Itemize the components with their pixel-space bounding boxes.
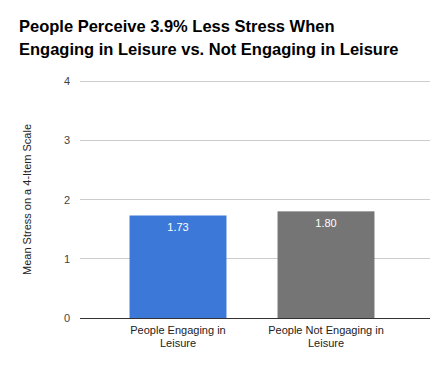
x-tick-line: People Engaging in bbox=[130, 324, 225, 336]
y-tick-label: 3 bbox=[64, 134, 70, 146]
y-tick-label: 2 bbox=[64, 194, 70, 206]
title-line: People Perceive 3.9% Less Stress When bbox=[19, 17, 335, 35]
title-line: Engaging in Leisure vs. Not Engaging in … bbox=[19, 40, 399, 58]
x-tick-label: People Not Engaging inLeisure bbox=[268, 324, 384, 349]
x-tick-line: Leisure bbox=[160, 337, 196, 349]
grid-line bbox=[80, 140, 430, 141]
y-tick-label: 0 bbox=[64, 312, 70, 324]
data-labels: 1.73 1.80 bbox=[167, 217, 336, 233]
bar bbox=[278, 211, 375, 318]
title-group: People Perceive 3.9% Less Stress When Eng… bbox=[19, 17, 399, 58]
x-tick-label: People Engaging inLeisure bbox=[130, 324, 225, 349]
bars bbox=[130, 211, 375, 318]
data-label: 1.80 bbox=[315, 217, 336, 229]
y-tick-label: 1 bbox=[64, 253, 70, 265]
grid bbox=[80, 81, 430, 318]
grid-line bbox=[80, 81, 430, 82]
bar bbox=[130, 215, 227, 318]
y-axis-label: Mean Stress on a 4-Item Scale bbox=[21, 124, 33, 275]
x-tick-line: Leisure bbox=[308, 337, 344, 349]
category-labels: People Engaging inLeisurePeople Not Enga… bbox=[130, 324, 384, 349]
data-label: 1.73 bbox=[167, 221, 188, 233]
x-tick-line: People Not Engaging in bbox=[268, 324, 384, 336]
chart: People Perceive 3.9% Less Stress When Eng… bbox=[0, 0, 445, 371]
grid-line bbox=[80, 199, 430, 200]
title: People Perceive 3.9% Less Stress When Eng… bbox=[19, 17, 399, 58]
y-tick-label: 4 bbox=[64, 75, 70, 87]
